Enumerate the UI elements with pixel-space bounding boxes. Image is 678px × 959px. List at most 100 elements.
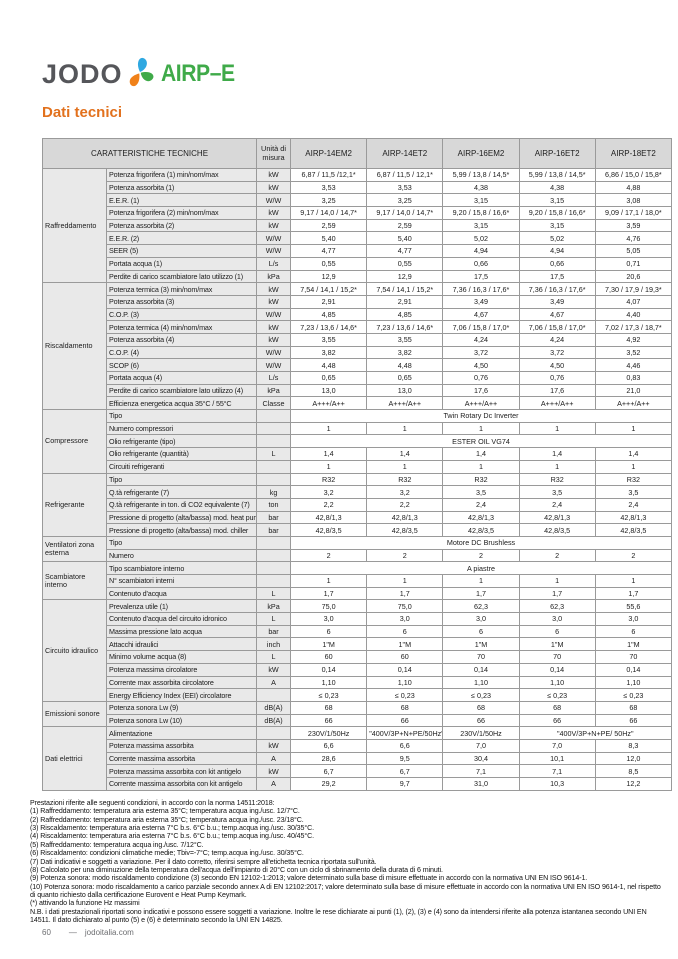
value-cell: 4,07 xyxy=(594,294,672,309)
value-cell: 2,91 xyxy=(366,294,444,309)
value-cell: R32 xyxy=(442,472,520,487)
value-cell: 62,3 xyxy=(518,599,596,614)
footer-site-link[interactable]: jodoitalia.com xyxy=(84,928,134,937)
row-label: Potenza massima circolatore xyxy=(105,662,258,677)
value-cell: 6 xyxy=(594,624,672,639)
value-cell: 1"M xyxy=(518,637,596,652)
value-cell: 0,66 xyxy=(518,256,596,271)
value-cell: 12,9 xyxy=(290,269,368,284)
row-label: Corrente max assorbita circolatore xyxy=(105,675,258,690)
value-cell: ≤ 0,23 xyxy=(594,688,672,702)
row-label: Potenza frigorifera (1) min/nom/max xyxy=(105,168,258,182)
value-cell: ≤ 0,23 xyxy=(366,688,444,702)
value-cell: 3,2 xyxy=(366,485,444,499)
value-cell: 1,4 xyxy=(594,447,672,461)
row-label: Portata acqua (1) xyxy=(105,256,258,271)
value-cell: 4,94 xyxy=(518,244,596,258)
unit-cell: W/W xyxy=(256,307,292,322)
value-cell: 66 xyxy=(442,713,520,728)
value-cell: 6,87 / 11,5 / 12,1* xyxy=(366,168,444,182)
row-label: Q.tà refrigerante (7) xyxy=(105,485,258,499)
value-cell: 17,6 xyxy=(442,383,520,398)
value-cell: 0,76 xyxy=(442,371,520,385)
value-cell: 6,6 xyxy=(290,738,368,753)
value-cell: 0,14 xyxy=(518,662,596,677)
value-cell: 1"M xyxy=(442,637,520,652)
value-cell: 1,10 xyxy=(442,675,520,690)
value-cell: 5,99 / 13,8 / 14,5* xyxy=(518,168,596,182)
unit-cell: kg xyxy=(256,485,292,499)
value-cell: 68 xyxy=(518,700,596,715)
unit-cell xyxy=(256,409,292,423)
row-label: Prevalenza utile (1) xyxy=(105,599,258,614)
header-model: AIRP-18ET2 xyxy=(594,138,672,169)
value-cell: 68 xyxy=(366,700,444,715)
unit-cell: A xyxy=(256,675,292,690)
row-label: Contenuto d'acqua xyxy=(105,586,258,601)
header-unit: Unità di misura xyxy=(256,138,292,169)
value-cell: 42,8/3,5 xyxy=(366,523,444,537)
value-cell: 68 xyxy=(594,700,672,715)
value-cell: 4,94 xyxy=(442,244,520,258)
footnotes-block: Prestazioni riferite alle seguenti condi… xyxy=(30,799,662,924)
value-cell: 2,2 xyxy=(290,497,368,512)
value-cell: 42,8/1,3 xyxy=(442,510,520,525)
value-cell: 1 xyxy=(442,459,520,474)
value-cell: 1 xyxy=(594,459,672,474)
value-cell: 4,85 xyxy=(290,307,368,322)
value-cell: A+++/A++ xyxy=(518,396,596,411)
value-cell: 1,4 xyxy=(366,447,444,461)
value-cell: 3,15 xyxy=(518,218,596,233)
value-cell: 4,38 xyxy=(442,180,520,195)
unit-cell: L/s xyxy=(256,256,292,271)
value-cell: 1 xyxy=(366,459,444,474)
value-cell: 62,3 xyxy=(442,599,520,614)
unit-cell: L xyxy=(256,447,292,461)
value-cell: 66 xyxy=(594,713,672,728)
value-cell: 0,65 xyxy=(290,371,368,385)
row-label: Corrente massima assorbita con kit antig… xyxy=(105,777,258,791)
unit-cell: W/W xyxy=(256,193,292,208)
row-label: Olio refrigerante (tipo) xyxy=(105,434,258,449)
value-cell: 66 xyxy=(518,713,596,728)
row-label: Potenza frigorifera (2) min/nom/max xyxy=(105,206,258,220)
row-label: C.O.P. (4) xyxy=(105,345,258,360)
value-cell: 2 xyxy=(442,548,520,563)
value-cell: 7,36 / 16,3 / 17,6* xyxy=(518,282,596,296)
unit-cell: inch xyxy=(256,637,292,652)
value-cell: "400V/3P+N+PE/ 50Hz" xyxy=(518,726,672,740)
value-cell: 3,82 xyxy=(290,345,368,360)
value-cell: 2,4 xyxy=(442,497,520,512)
value-cell: 7,54 / 14,1 / 15,2* xyxy=(366,282,444,296)
footnote-line: Prestazioni riferite alle seguenti condi… xyxy=(30,799,275,807)
value-cell: 3,52 xyxy=(594,345,672,360)
value-cell: 7,1 xyxy=(518,764,596,778)
value-cell: 66 xyxy=(290,713,368,728)
value-cell: 7,06 / 15,8 / 17,0* xyxy=(518,320,596,334)
unit-cell xyxy=(256,726,292,740)
unit-cell: kPa xyxy=(256,269,292,284)
value-cell: 6 xyxy=(518,624,596,639)
value-cell: 1 xyxy=(290,574,368,588)
unit-cell: kPa xyxy=(256,383,292,398)
row-label: E.E.R. (1) xyxy=(105,193,258,208)
value-cell: 1"M xyxy=(366,637,444,652)
unit-cell: kW xyxy=(256,168,292,182)
value-cell: 3,55 xyxy=(290,332,368,347)
value-cell: 17,5 xyxy=(518,269,596,284)
table-header: CARATTERISTICHE TECNICHE Unità di misura A… xyxy=(41,138,672,169)
value-cell: 6,6 xyxy=(366,738,444,753)
unit-cell xyxy=(256,688,292,702)
value-cell: 6 xyxy=(290,624,368,639)
value-cell-span: Motore DC Brushless xyxy=(290,535,672,550)
value-cell: 60 xyxy=(290,650,368,664)
footnote-line: (4) Riscaldamento: temperatura aria este… xyxy=(30,832,314,841)
value-cell: 2 xyxy=(290,548,368,563)
value-cell: 3,72 xyxy=(518,345,596,360)
value-cell: 17,6 xyxy=(518,383,596,398)
unit-cell: kW xyxy=(256,662,292,677)
unit-cell: L xyxy=(256,650,292,664)
value-cell: 3,72 xyxy=(442,345,520,360)
value-cell: 7,54 / 14,1 / 15,2* xyxy=(290,282,368,296)
